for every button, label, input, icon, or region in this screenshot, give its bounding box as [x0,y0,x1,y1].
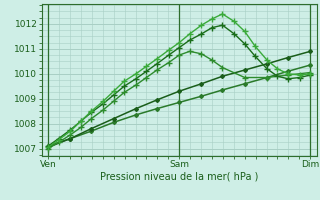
X-axis label: Pression niveau de la mer( hPa ): Pression niveau de la mer( hPa ) [100,172,258,182]
